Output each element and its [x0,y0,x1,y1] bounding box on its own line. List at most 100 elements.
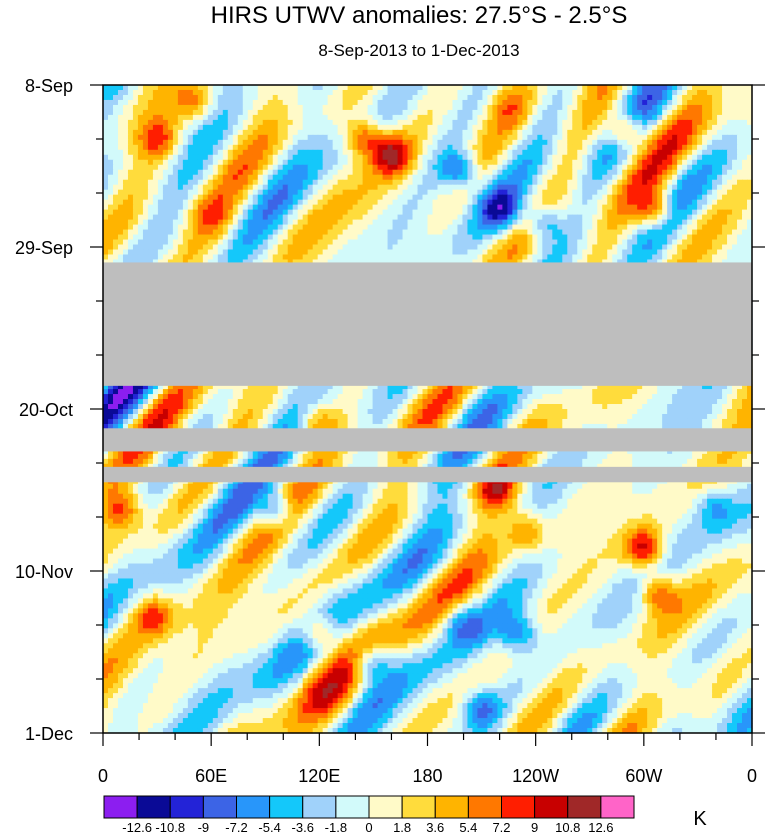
heatmap-cell [257,174,264,181]
heatmap-cell [607,189,613,196]
heatmap-cell [467,224,474,231]
heatmap-cell [167,129,174,136]
heatmap-cell [637,159,643,166]
heatmap-cell [517,85,523,91]
heatmap-cell [637,124,643,131]
heatmap-cell [677,129,683,136]
heatmap-cell [417,204,424,211]
heatmap-cell [167,119,174,126]
heatmap-cell [672,219,678,226]
heatmap-cell [527,174,533,181]
heatmap-cell [427,209,434,216]
heatmap-cell [217,104,224,111]
heatmap-cell [617,109,623,116]
heatmap-cell [217,129,224,136]
heatmap-cell [197,174,204,181]
heatmap-cell [422,114,429,121]
heatmap-cell [667,189,673,196]
heatmap-cell [557,234,563,241]
heatmap-cell [532,234,538,241]
heatmap-cell [137,239,144,246]
heatmap-cell [462,164,469,171]
heatmap-cell [662,194,668,201]
heatmap-cell [587,224,593,231]
heatmap-cell [107,169,114,176]
heatmap-cell [152,179,159,186]
heatmap-cell [527,229,533,236]
heatmap-cell [537,164,543,171]
heatmap-cell [557,214,563,221]
heatmap-cell [597,179,603,186]
heatmap-cell [282,119,289,126]
heatmap-cell [627,244,633,251]
heatmap-cell [122,149,129,156]
heatmap-cell [103,89,109,96]
heatmap-cell [562,174,568,181]
heatmap-cell [592,169,598,176]
heatmap-cell [572,139,578,146]
heatmap-cell [137,184,144,191]
heatmap-cell [172,204,179,211]
heatmap-cell [662,199,668,206]
heatmap-cell [667,229,673,236]
heatmap-cell [317,214,324,221]
heatmap-cell [217,119,224,126]
heatmap-cell [477,114,484,121]
heatmap-cell [372,149,379,156]
heatmap-cell [682,164,688,171]
heatmap-cell [547,229,553,236]
heatmap-cell [502,194,508,201]
heatmap-cell [522,214,528,221]
heatmap-cell [377,239,384,246]
heatmap-cell [567,144,573,151]
heatmap-cell [277,164,284,171]
heatmap-cell [737,214,743,221]
heatmap-cell [462,174,469,181]
heatmap-cell [552,164,558,171]
heatmap-cell [522,209,528,216]
heatmap-cell [192,179,199,186]
heatmap-cell [247,154,254,161]
heatmap-cell [472,85,479,91]
heatmap-cell [657,224,663,231]
heatmap-cell [167,94,174,101]
heatmap-cell [417,144,424,151]
heatmap-cell [187,164,194,171]
heatmap-cell [617,244,623,251]
heatmap-cell [107,154,114,161]
heatmap-cell [567,164,573,171]
heatmap-cell [317,239,324,246]
heatmap-cell [397,164,404,171]
heatmap-cell [387,129,394,136]
heatmap-cell [132,85,139,91]
heatmap-cell [177,154,184,161]
heatmap-cell [507,244,513,251]
heatmap-cell [737,104,743,111]
heatmap-cell [182,144,189,151]
heatmap-cell [222,139,229,146]
heatmap-cell [262,124,269,131]
heatmap-cell [307,219,314,226]
heatmap-cell [677,124,683,131]
heatmap-cell [717,164,723,171]
heatmap-cell [472,259,479,266]
heatmap-cell [677,244,683,251]
heatmap-cell [687,89,693,96]
heatmap-cell [707,209,713,216]
heatmap-cell [432,259,439,266]
heatmap-cell [502,144,508,151]
heatmap-cell [337,254,344,261]
heatmap-cell [597,244,603,251]
heatmap-cell [157,144,164,151]
heatmap-cell [322,219,329,226]
heatmap-cell [747,99,753,106]
heatmap-cell [182,249,189,256]
heatmap-cell [362,184,369,191]
heatmap-cell [232,85,239,91]
heatmap-cell [187,199,194,206]
heatmap-cell [592,234,598,241]
heatmap-cell [462,194,469,201]
heatmap-cell [747,119,753,126]
heatmap-cell [742,259,748,266]
heatmap-cell [112,174,119,181]
